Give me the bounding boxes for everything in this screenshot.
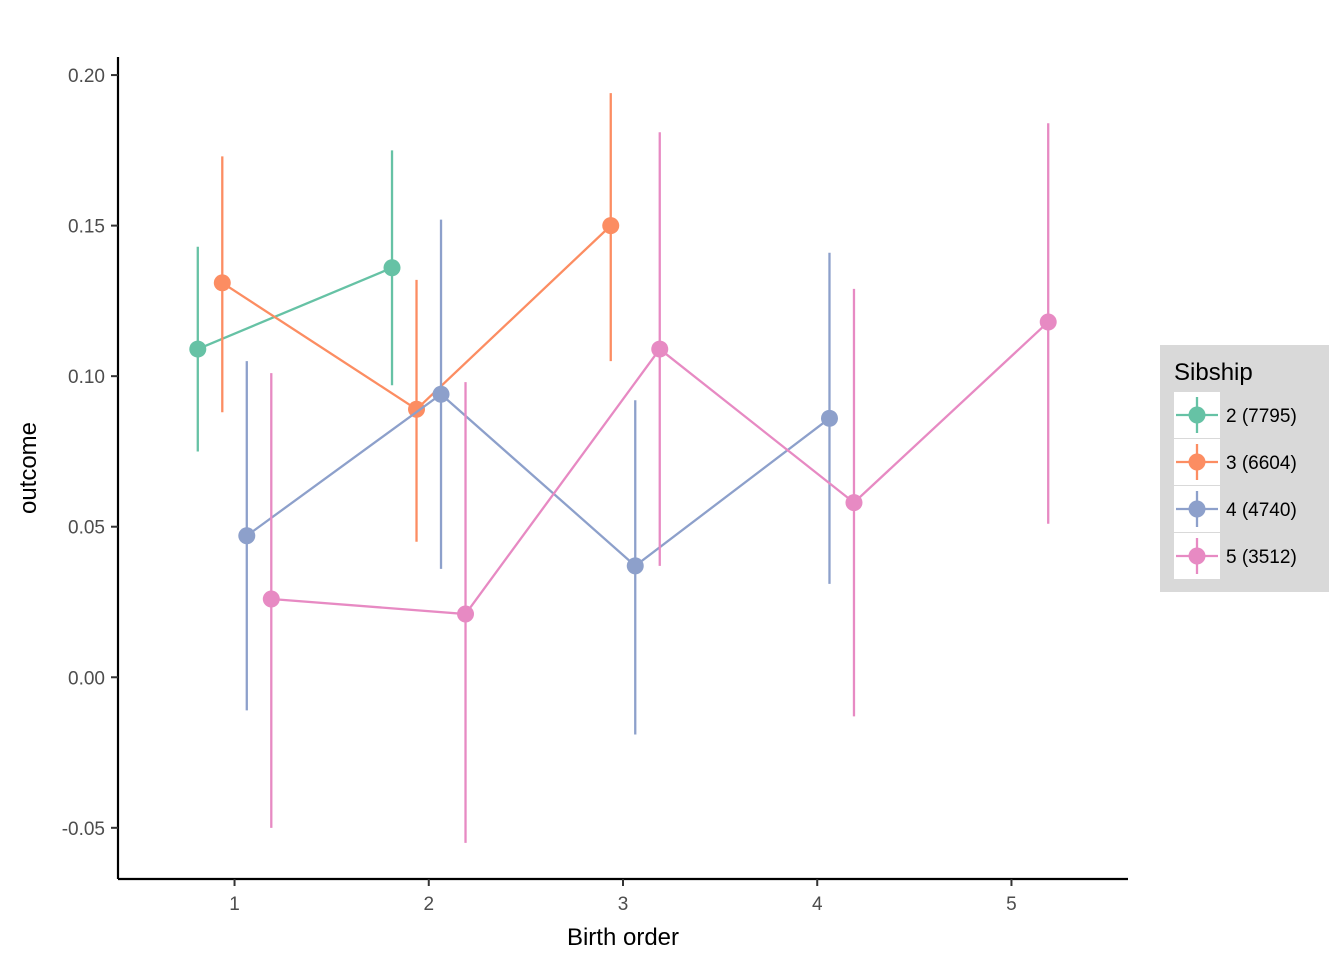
series-2 xyxy=(213,93,620,542)
data-point xyxy=(457,605,475,623)
data-point xyxy=(1039,313,1057,331)
x-tick-label: 3 xyxy=(618,894,629,915)
y-tick-label: 0.00 xyxy=(68,668,105,689)
legend-item: 3 (6604) xyxy=(1174,439,1297,485)
x-tick-label: 2 xyxy=(423,894,434,915)
ticks-layer: -0.05 0.00 0.05 0.10 0.15 0.20 1 2 3 4 5 xyxy=(62,66,1017,915)
legend-label: 2 (7795) xyxy=(1226,406,1297,427)
y-axis-title: outcome xyxy=(15,422,42,514)
x-tick-label: 5 xyxy=(1006,894,1017,915)
legend-item: 4 (4740) xyxy=(1174,486,1297,532)
y-tick-label: 0.05 xyxy=(68,518,105,539)
data-point xyxy=(213,274,231,292)
data-point xyxy=(602,217,620,235)
legend-key-point xyxy=(1188,547,1206,565)
data-point xyxy=(626,557,644,575)
legend-label: 3 (6604) xyxy=(1226,453,1297,474)
data-point xyxy=(820,409,838,427)
y-tick-label: 0.20 xyxy=(68,66,105,87)
series-1 xyxy=(189,150,401,452)
legend-item: 2 (7795) xyxy=(1174,392,1297,438)
data-point xyxy=(651,340,669,358)
data-point xyxy=(238,527,256,545)
marks-layer xyxy=(189,93,1057,843)
y-tick-label: -0.05 xyxy=(62,819,105,840)
series-line xyxy=(197,266,393,351)
x-tick-label: 4 xyxy=(812,894,823,915)
y-tick-label: 0.15 xyxy=(68,217,105,238)
series-4 xyxy=(262,123,1057,843)
data-point xyxy=(189,340,207,358)
legend-title: Sibship xyxy=(1174,359,1253,386)
data-point xyxy=(262,590,280,608)
legend-label: 5 (3512) xyxy=(1226,547,1297,568)
series-line xyxy=(246,392,831,568)
y-tick-label: 0.10 xyxy=(68,367,105,388)
legend-label: 4 (4740) xyxy=(1226,500,1297,521)
series-3 xyxy=(238,219,838,735)
legend: Sibship 2 (7795) 3 (6604) 4 (4740) 5 (3512) xyxy=(1160,345,1329,592)
legend-item: 5 (3512) xyxy=(1174,533,1297,579)
data-point xyxy=(408,400,426,418)
x-tick-label: 1 xyxy=(229,894,240,915)
legend-key-point xyxy=(1188,453,1206,471)
axes-layer xyxy=(116,57,1128,881)
data-point xyxy=(383,259,401,277)
data-point xyxy=(432,385,450,403)
legend-key-point xyxy=(1188,406,1206,424)
x-axis-title: Birth order xyxy=(567,924,679,951)
legend-key-point xyxy=(1188,500,1206,518)
data-point xyxy=(845,494,863,512)
legend-items: 2 (7795) 3 (6604) 4 (4740) 5 (3512) xyxy=(1174,392,1297,579)
